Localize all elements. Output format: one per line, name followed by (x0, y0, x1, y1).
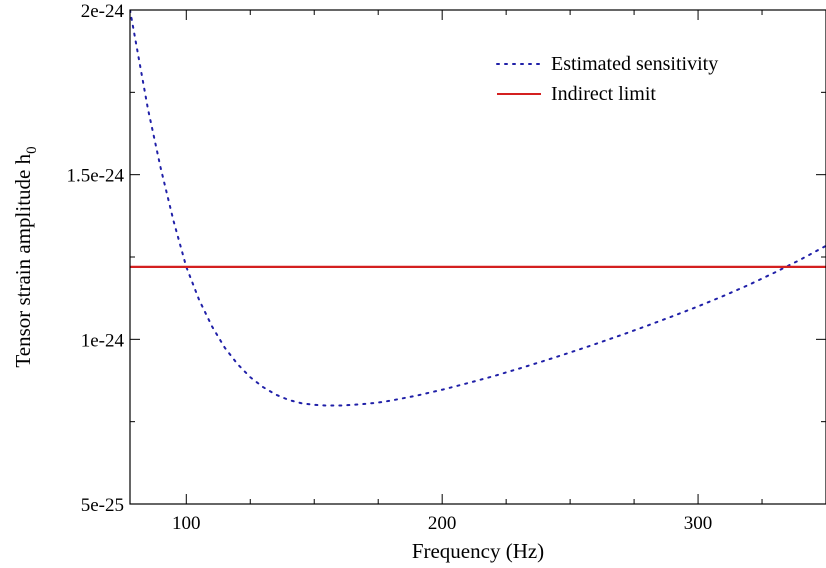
y-axis-title-subscript: 0 (24, 146, 40, 154)
y-tick-labels: 5e-25 1e-24 1.5e-24 2e-24 (66, 1, 124, 516)
x-tick-labels: 100 200 300 (172, 513, 712, 534)
y-tick-label: 5e-25 (81, 495, 124, 516)
series-layer (130, 10, 826, 407)
y-tick-label: 2e-24 (81, 1, 125, 22)
legend-label-1: Estimated sensitivity (551, 53, 718, 75)
legend: Estimated sensitivity Indirect limit (496, 53, 718, 105)
x-axis-title: Frequency (Hz) (412, 539, 544, 563)
y-axis-title: Tensor strain amplitude h0 (11, 146, 40, 367)
y-tick-label: 1.5e-24 (66, 166, 124, 187)
legend-label-2: Indirect limit (551, 83, 656, 105)
x-tick-label: 200 (428, 513, 457, 534)
y-axis-title-main: Tensor strain amplitude h (11, 153, 35, 367)
y-tick-label: 1e-24 (81, 330, 125, 351)
x-tick-label: 300 (684, 513, 713, 534)
plot-frame (129, 9, 826, 505)
series-line-1 (130, 10, 826, 407)
x-tick-label: 100 (172, 513, 201, 534)
ticks-layer (130, 9, 826, 505)
